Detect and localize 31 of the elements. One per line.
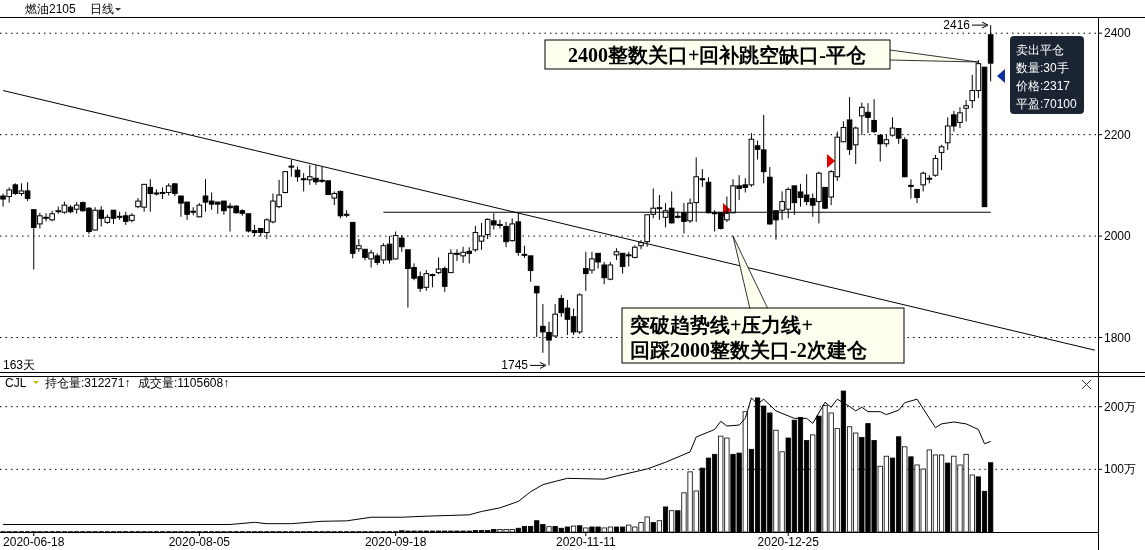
annotation: 突破趋势线+压力线+ 回踩2000整数关口-2次建仓	[629, 314, 868, 361]
candlestick	[963, 99, 969, 122]
annotation: 2416	[943, 18, 971, 33]
annotation: 163天	[3, 358, 36, 372]
annotation: 价格:2317	[1015, 79, 1071, 93]
chart-subtitle: 日线	[90, 2, 114, 16]
candlestick	[908, 178, 914, 200]
annotation: 2400整数关口+回补跳空缺口-平仓	[567, 44, 868, 66]
y-tick-label: 2400	[1104, 26, 1132, 41]
candlestick	[871, 98, 877, 134]
annotation: 卖出平仓	[1016, 43, 1064, 57]
y-tick-label: 2200	[1104, 127, 1132, 142]
candlestick	[938, 144, 945, 171]
x-tick-label: 2020-11-11	[556, 535, 616, 549]
y-tick-label: 2000	[1104, 229, 1132, 244]
chart-title: CJL	[5, 376, 27, 390]
x-tick-label: 2020-09-18	[364, 535, 427, 549]
x-tick-label: 2020-06-18	[3, 535, 65, 549]
y-tick-label: 100万	[1104, 462, 1137, 477]
x-tick-label: 2020-08-05	[168, 535, 231, 549]
annotation: 1745	[501, 358, 529, 373]
x-tick-label: 2020-12-25	[757, 535, 820, 549]
annotation: 平盈:70100	[1016, 97, 1078, 111]
annotation: 持仓量:312271↑	[45, 376, 131, 390]
chart-title: 燃油2105	[25, 2, 77, 16]
candlestick	[932, 154, 939, 178]
annotation: 成交量:1105608↑	[138, 376, 230, 390]
y-tick-label: 200万	[1104, 399, 1137, 414]
annotation: 数量:30手	[1016, 61, 1069, 75]
candlestick	[533, 285, 540, 338]
y-tick-label: 1800	[1104, 330, 1132, 345]
